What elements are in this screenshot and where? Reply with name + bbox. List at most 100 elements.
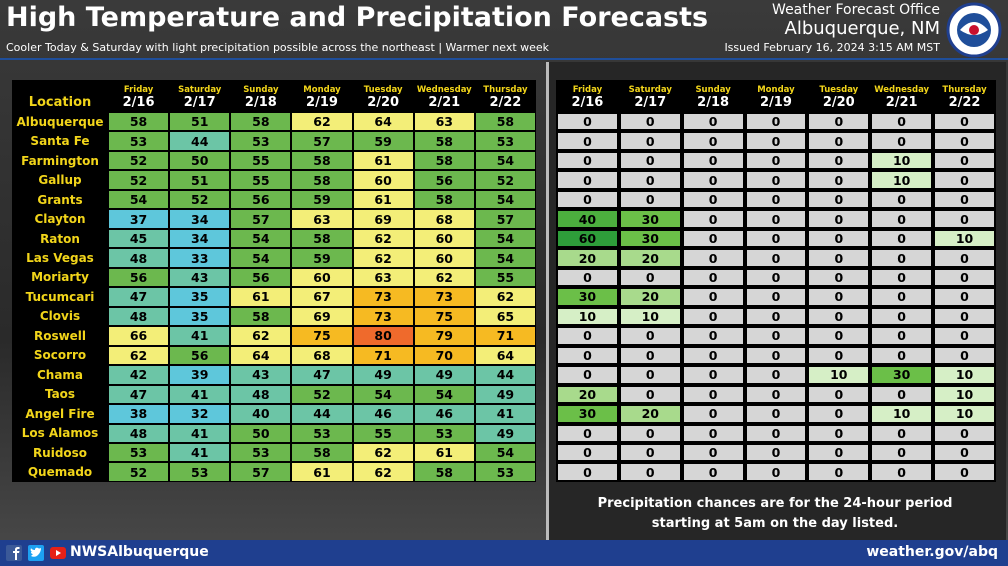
precip-cell: 0	[807, 384, 871, 405]
precip-row: 0 0 0 0 0 10 0	[556, 170, 996, 190]
temp-cell: 58	[291, 442, 353, 463]
precip-cell: 0	[933, 131, 996, 151]
issued: Issued February 16, 2024 3:15 AM MST	[724, 41, 940, 54]
location: Santa Fe	[12, 131, 108, 151]
temp-cell: 43	[169, 267, 231, 288]
day-name: Thursday	[483, 85, 528, 95]
temp-cell: 60	[413, 228, 475, 249]
day-header: Thursday 2/22	[933, 80, 996, 112]
temp-cell: 61	[230, 287, 292, 307]
temp-cell: 58	[413, 150, 475, 171]
temp-cell: 57	[291, 131, 353, 151]
temp-cell: 52	[108, 462, 170, 482]
location: Clovis	[12, 306, 108, 327]
temp-cell: 44	[474, 365, 536, 385]
precip-cell: 10	[870, 150, 934, 171]
temp-cell: 62	[352, 248, 414, 268]
precip-cell: 0	[933, 248, 996, 268]
temp-cell: 53	[230, 131, 292, 151]
temp-cell: 48	[108, 248, 170, 268]
precip-cell: 0	[618, 345, 682, 366]
location: Taos	[12, 384, 108, 405]
temp-cell: 59	[291, 248, 353, 268]
day-header: Sunday 2/18	[230, 80, 292, 112]
precip-cell: 0	[681, 112, 745, 132]
temp-row: Santa Fe 53 44 53 57 59 58 53	[12, 131, 536, 151]
temp-cell: 53	[291, 423, 353, 443]
precip-cell: 0	[807, 404, 871, 424]
day-header: Friday 2/16	[108, 80, 170, 112]
temp-cell: 49	[474, 423, 536, 443]
temp-cell: 32	[169, 404, 231, 424]
temp-cell: 41	[169, 442, 231, 463]
temp-row: Angel Fire 38 32 40 44 46 46 41	[12, 404, 536, 424]
temp-cell: 55	[230, 170, 292, 190]
temp-cell: 54	[474, 150, 536, 171]
temp-cell: 68	[291, 345, 353, 366]
precip-cell: 30	[556, 287, 619, 307]
temp-cell: 44	[291, 404, 353, 424]
precip-cell: 0	[870, 131, 934, 151]
precip-cell: 30	[618, 228, 682, 249]
precip-cell: 30	[556, 404, 619, 424]
temp-cell: 69	[291, 306, 353, 327]
temp-cell: 64	[352, 112, 414, 132]
temp-cell: 66	[108, 326, 170, 346]
precip-cell: 0	[618, 423, 682, 443]
temp-cell: 43	[230, 365, 292, 385]
temp-cell: 35	[169, 287, 231, 307]
precip-cell: 0	[807, 462, 871, 482]
temp-row: Raton 45 34 54 58 62 60 54	[12, 228, 536, 249]
temp-cell: 60	[413, 248, 475, 268]
precip-cell: 0	[870, 248, 934, 268]
precip-cell: 0	[807, 345, 871, 366]
temp-cell: 57	[474, 209, 536, 229]
precip-cell: 10	[618, 306, 682, 327]
precip-cell: 0	[870, 423, 934, 443]
temp-cell: 46	[352, 404, 414, 424]
precip-cell: 0	[556, 170, 619, 190]
location: Angel Fire	[12, 404, 108, 424]
temp-cell: 34	[169, 228, 231, 249]
precip-cell: 0	[870, 462, 934, 482]
header-row: Location Friday 2/16 Saturday 2/17 Sunday 2/18…	[12, 80, 536, 112]
precip-cell: 0	[681, 267, 745, 288]
precip-cell: 0	[870, 442, 934, 463]
precip-cell: 0	[933, 170, 996, 190]
temp-row: Clovis 48 35 58 69 73 75 65	[12, 306, 536, 327]
precip-cell: 0	[681, 228, 745, 249]
temp-row: Socorro 62 56 64 68 71 70 64	[12, 345, 536, 366]
precip-cell: 0	[744, 345, 808, 366]
precip-cell: 0	[870, 326, 934, 346]
precip-cell: 0	[870, 189, 934, 210]
temp-row: Roswell 66 41 62 75 80 79 71	[12, 326, 536, 346]
precip-cell: 0	[870, 209, 934, 229]
precip-cell: 0	[744, 462, 808, 482]
temp-cell: 53	[108, 131, 170, 151]
precip-cell: 10	[933, 404, 996, 424]
temp-cell: 58	[230, 112, 292, 132]
temp-cell: 35	[169, 306, 231, 327]
precip-cell: 0	[870, 384, 934, 405]
temp-cell: 54	[413, 384, 475, 405]
temp-cell: 39	[169, 365, 231, 385]
precip-cell: 0	[807, 131, 871, 151]
precip-cell: 0	[681, 189, 745, 210]
precip-cell: 0	[807, 112, 871, 132]
precip-cell: 0	[556, 462, 619, 482]
temp-cell: 61	[352, 189, 414, 210]
temp-cell: 46	[413, 404, 475, 424]
precip-cell: 10	[556, 306, 619, 327]
precip-cell: 0	[618, 267, 682, 288]
day-header: Monday 2/19	[744, 80, 808, 112]
precip-cell: 10	[933, 365, 996, 385]
temp-cell: 47	[108, 384, 170, 405]
temp-cell: 54	[474, 189, 536, 210]
temp-row: Clayton 37 34 57 63 69 68 57	[12, 209, 536, 229]
precip-cell: 0	[556, 423, 619, 443]
temp-cell: 53	[474, 462, 536, 482]
temp-cell: 48	[108, 306, 170, 327]
precip-cell: 0	[681, 248, 745, 268]
